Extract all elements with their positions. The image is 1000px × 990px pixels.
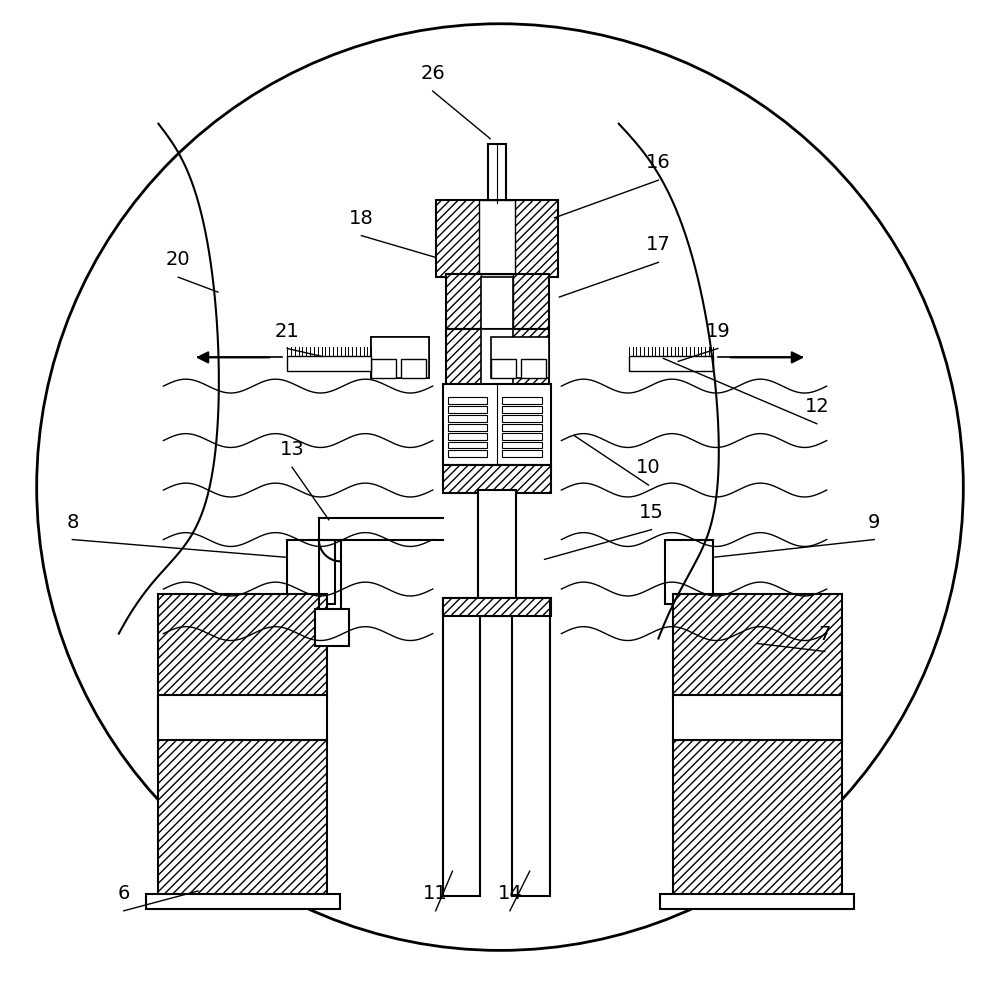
Bar: [673, 594, 842, 698]
Text: 13: 13: [280, 441, 304, 459]
Circle shape: [37, 24, 963, 950]
Bar: [287, 356, 371, 371]
Bar: [502, 424, 542, 431]
Bar: [443, 465, 551, 493]
Bar: [371, 337, 429, 378]
Bar: [660, 894, 854, 909]
Bar: [665, 540, 713, 604]
Text: 21: 21: [275, 322, 300, 341]
Text: 26: 26: [420, 64, 445, 83]
Text: 8: 8: [66, 513, 79, 532]
Bar: [436, 200, 558, 277]
Text: 17: 17: [646, 236, 671, 254]
Bar: [448, 450, 487, 457]
Bar: [443, 384, 551, 465]
Bar: [491, 359, 516, 378]
Bar: [502, 397, 542, 404]
Bar: [502, 415, 542, 422]
Bar: [673, 695, 842, 742]
Bar: [443, 598, 551, 616]
Bar: [371, 359, 396, 378]
Bar: [158, 695, 327, 742]
Bar: [491, 337, 549, 378]
Text: 18: 18: [349, 209, 374, 228]
Bar: [478, 490, 516, 604]
Bar: [481, 329, 513, 386]
Text: 16: 16: [646, 153, 671, 172]
Text: 12: 12: [804, 397, 829, 416]
Bar: [629, 356, 713, 371]
Bar: [479, 200, 515, 277]
Text: 10: 10: [636, 458, 661, 477]
Bar: [371, 337, 429, 378]
Bar: [502, 433, 542, 440]
Bar: [481, 274, 513, 329]
Bar: [443, 598, 550, 616]
Bar: [158, 740, 327, 896]
Text: 19: 19: [705, 322, 730, 341]
Bar: [488, 144, 506, 203]
Text: 6: 6: [118, 884, 130, 903]
Bar: [502, 406, 542, 413]
Text: 14: 14: [498, 884, 522, 903]
Bar: [521, 359, 546, 378]
Bar: [481, 277, 513, 495]
Bar: [448, 424, 487, 431]
Text: 11: 11: [423, 884, 448, 903]
Bar: [448, 406, 487, 413]
Bar: [512, 609, 550, 896]
Bar: [443, 609, 480, 896]
Text: 20: 20: [166, 250, 191, 269]
Bar: [146, 894, 340, 909]
Bar: [673, 740, 842, 896]
Bar: [446, 274, 549, 329]
Text: 7: 7: [819, 625, 831, 644]
Bar: [448, 397, 487, 404]
Bar: [401, 359, 426, 378]
Bar: [502, 450, 542, 457]
Bar: [315, 609, 349, 646]
Bar: [448, 415, 487, 422]
Bar: [158, 594, 327, 698]
Bar: [502, 442, 542, 448]
Text: 9: 9: [868, 513, 880, 532]
Bar: [446, 329, 549, 386]
Text: 15: 15: [639, 503, 664, 522]
Bar: [448, 442, 487, 448]
Bar: [287, 540, 335, 604]
Bar: [448, 433, 487, 440]
